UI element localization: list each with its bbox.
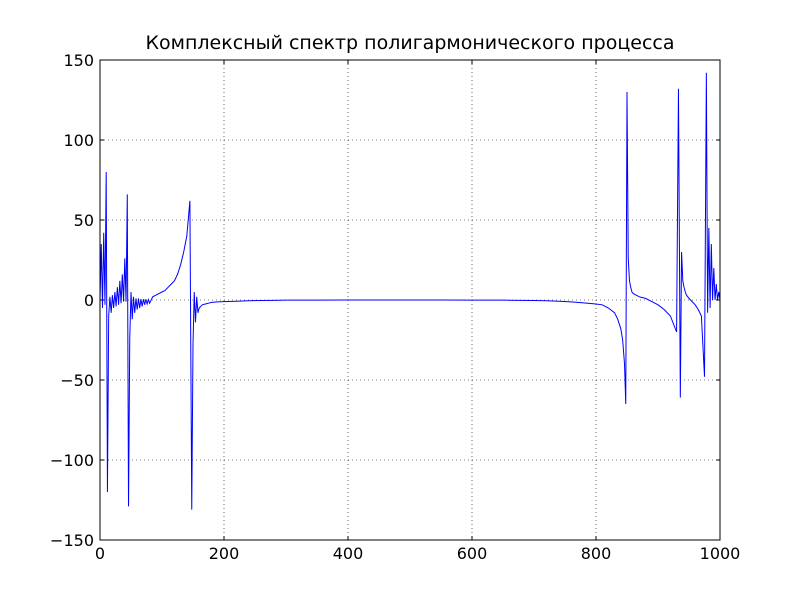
x-axis-tick-labels: 0 200 400 600 800 1000 [95,544,740,563]
y-tick-label: 150 [63,51,94,70]
chart-title: Комплексный спектр полигармонического пр… [146,32,675,54]
x-tick-label: 0 [95,544,105,563]
y-tick-label: 100 [63,131,94,150]
x-tick-label: 600 [457,544,488,563]
x-tick-label: 800 [581,544,612,563]
series-line [99,72,721,510]
x-tick-label: 200 [209,544,240,563]
y-tick-label: −150 [50,531,94,550]
y-tick-label: 0 [84,291,94,310]
axes-frame [99,59,721,541]
x-tick-label: 400 [333,544,364,563]
x-tick-label: 1000 [700,544,741,563]
y-tick-label: −50 [60,371,94,390]
y-tick-label: 50 [74,211,94,230]
y-axis-tick-labels: −150 −100 −50 0 50 100 150 [50,51,94,550]
y-tick-label: −100 [50,451,94,470]
